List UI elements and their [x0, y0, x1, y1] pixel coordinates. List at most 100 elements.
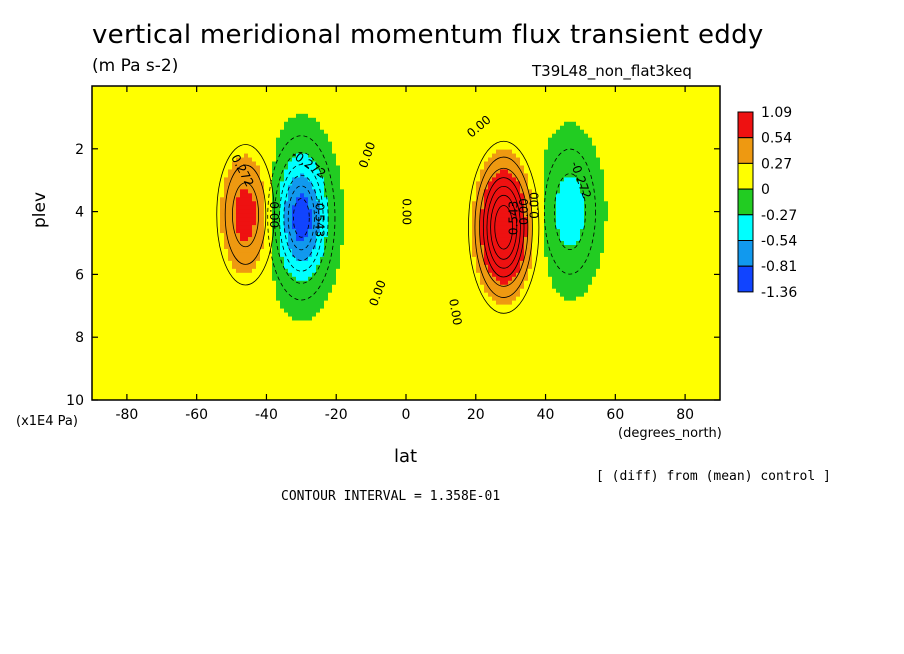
field-cell [92, 225, 97, 230]
field-cell [132, 300, 137, 306]
field-cell [124, 93, 129, 99]
field-cell [152, 352, 157, 357]
field-cell [276, 145, 281, 151]
field-cell [92, 86, 97, 91]
field-cell [340, 241, 345, 246]
field-cell [140, 157, 145, 163]
field-cell [96, 133, 101, 139]
field-cell [148, 133, 153, 139]
field-cell [196, 244, 201, 250]
field-cell [96, 256, 101, 262]
field-cell [200, 320, 205, 326]
field-cell [284, 296, 289, 302]
field-cell [284, 229, 289, 234]
field-cell [312, 348, 317, 353]
field-cell [140, 264, 145, 270]
field-cell [260, 380, 265, 385]
field-cell [192, 332, 197, 338]
field-cell [204, 388, 209, 393]
field-cell [180, 368, 185, 373]
field-cell [288, 300, 293, 306]
field-cell [176, 280, 181, 286]
field-cell [276, 328, 281, 334]
field-cell [308, 256, 313, 262]
field-cell [240, 308, 245, 314]
field-cell [328, 360, 333, 365]
field-cell [260, 344, 265, 349]
field-cell [272, 352, 277, 357]
field-cell [176, 344, 181, 349]
field-cell [116, 129, 121, 135]
field-cell [176, 209, 181, 214]
field-cell [180, 157, 185, 163]
field-cell [260, 392, 265, 397]
field-cell [324, 380, 329, 385]
field-cell [296, 109, 301, 115]
field-cell [256, 328, 261, 334]
field-cell [112, 368, 117, 373]
field-cell [124, 133, 129, 139]
field-cell [340, 141, 345, 147]
field-cell [128, 348, 133, 353]
field-cell [248, 205, 253, 210]
field-cell [112, 336, 117, 341]
field-cell [168, 368, 173, 373]
field-cell [212, 153, 217, 159]
field-cell [216, 97, 221, 103]
field-cell [276, 221, 281, 226]
field-cell [160, 308, 165, 314]
field-cell [224, 149, 229, 155]
field-cell [208, 141, 213, 147]
field-cell [264, 205, 269, 210]
field-cell [260, 264, 265, 270]
field-cell [132, 225, 137, 230]
field-cell [144, 169, 149, 175]
field-cell [328, 280, 333, 286]
field-cell [328, 320, 333, 326]
field-cell [108, 264, 113, 270]
field-cell [280, 157, 285, 163]
field-cell [124, 201, 129, 206]
field-cell [192, 133, 197, 139]
field-cell [332, 340, 337, 345]
field-cell [168, 201, 173, 206]
field-cell [136, 101, 141, 107]
field-cell [296, 332, 301, 338]
field-cell [224, 169, 229, 175]
field-cell [148, 372, 153, 377]
field-cell [132, 292, 137, 298]
field-cell [164, 165, 169, 171]
field-cell [328, 368, 333, 373]
field-cell [232, 189, 237, 194]
field-cell [224, 233, 229, 238]
field-cell [104, 205, 109, 210]
field-cell [168, 125, 173, 131]
field-cell [316, 193, 321, 198]
field-cell [152, 129, 157, 135]
field-cell [224, 308, 229, 314]
field-cell [208, 185, 213, 190]
field-cell [324, 93, 329, 99]
field-cell [152, 268, 157, 274]
field-cell [244, 316, 249, 322]
field-cell [128, 237, 133, 242]
field-cell [288, 376, 293, 381]
field-cell [216, 157, 221, 163]
field-cell [156, 233, 161, 238]
field-cell [272, 260, 277, 266]
field-cell [260, 177, 265, 182]
field-cell [200, 181, 205, 186]
field-cell [248, 201, 253, 206]
field-cell [236, 161, 241, 167]
x-axis-label: lat [394, 446, 418, 467]
field-cell [192, 292, 197, 298]
field-cell [192, 308, 197, 314]
field-cell [236, 93, 241, 99]
field-cell [244, 256, 249, 262]
field-cell [116, 209, 121, 214]
field-cell [188, 121, 193, 127]
field-cell [276, 189, 281, 194]
field-cell [276, 197, 281, 202]
field-cell [144, 177, 149, 182]
field-cell [252, 169, 257, 175]
